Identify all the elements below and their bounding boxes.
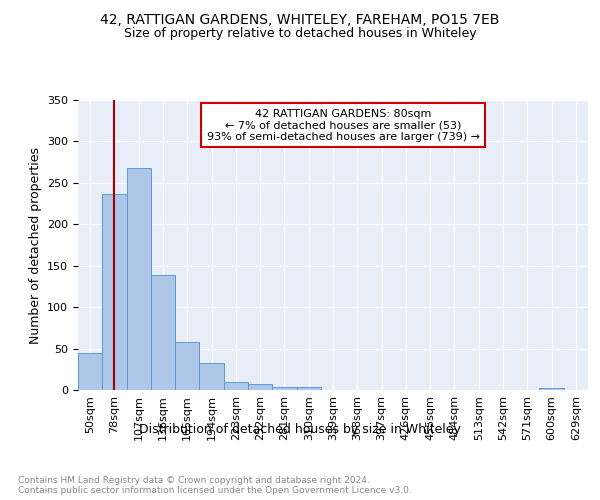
Text: Distribution of detached houses by size in Whiteley: Distribution of detached houses by size … — [139, 422, 461, 436]
Text: 42 RATTIGAN GARDENS: 80sqm
← 7% of detached houses are smaller (53)
93% of semi-: 42 RATTIGAN GARDENS: 80sqm ← 7% of detac… — [206, 108, 480, 142]
Bar — [296, 386, 321, 390]
Y-axis label: Number of detached properties: Number of detached properties — [29, 146, 41, 344]
Bar — [102, 194, 127, 390]
Bar — [127, 168, 151, 390]
Text: Contains HM Land Registry data © Crown copyright and database right 2024.
Contai: Contains HM Land Registry data © Crown c… — [18, 476, 412, 495]
Bar — [175, 342, 199, 390]
Bar — [248, 384, 272, 390]
Bar — [272, 386, 296, 390]
Bar — [199, 364, 224, 390]
Bar — [78, 352, 102, 390]
Text: Size of property relative to detached houses in Whiteley: Size of property relative to detached ho… — [124, 28, 476, 40]
Bar — [539, 388, 564, 390]
Bar — [224, 382, 248, 390]
Text: 42, RATTIGAN GARDENS, WHITELEY, FAREHAM, PO15 7EB: 42, RATTIGAN GARDENS, WHITELEY, FAREHAM,… — [100, 12, 500, 26]
Bar — [151, 275, 175, 390]
